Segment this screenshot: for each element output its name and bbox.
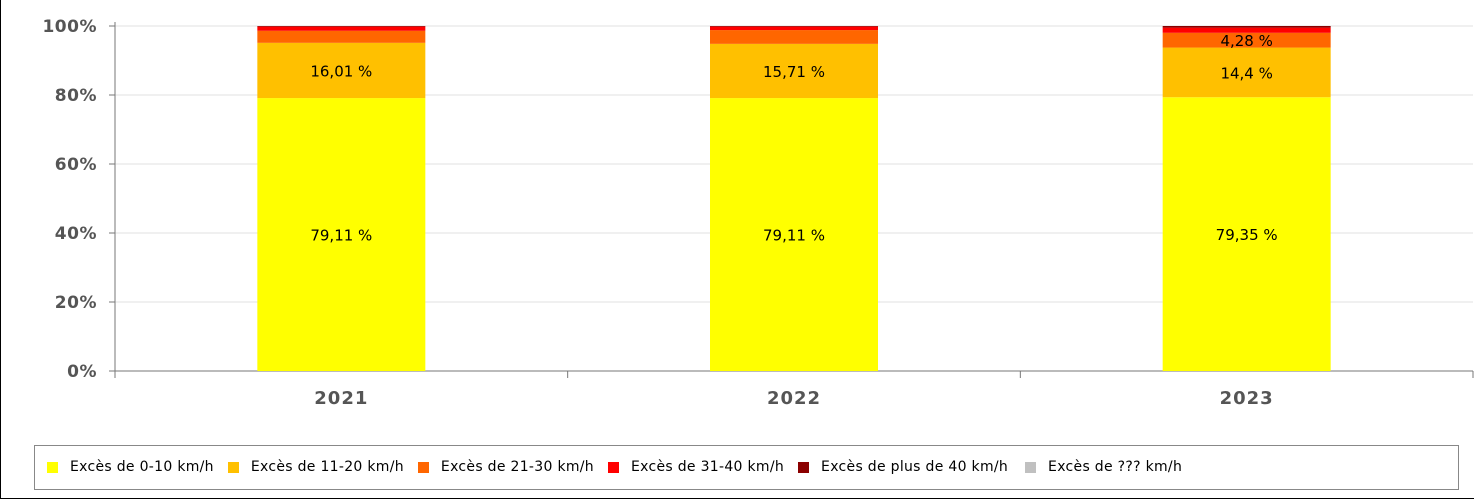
x-tick-label: 2023 <box>1220 388 1274 409</box>
data-label: 14,4 % <box>1220 64 1272 82</box>
bar-segment <box>1162 32 1331 48</box>
data-label: 4,28 % <box>1220 32 1272 50</box>
data-label: 15,71 % <box>763 63 825 81</box>
bar-segment <box>1162 26 1331 28</box>
legend-swatch <box>417 462 429 473</box>
y-tick-label: 40% <box>55 224 97 244</box>
x-tick-label: 2021 <box>314 388 368 409</box>
data-label: 16,01 % <box>310 62 372 80</box>
chart-legend: Excès de 0-10 km/h Excès de 11-20 km/h E… <box>34 445 1459 490</box>
x-tick-label: 2022 <box>767 388 821 409</box>
legend-label: Excès de 31-40 km/h <box>630 459 785 475</box>
bar-segment <box>710 43 878 99</box>
legend-item-unknown[interactable]: Excès de ??? km/h <box>1025 460 1182 475</box>
legend-item-21-30[interactable]: Excès de 21-30 km/h <box>417 459 594 475</box>
legend-label: Excès de 21-30 km/h <box>440 459 594 475</box>
bar-segment <box>710 30 878 44</box>
legend-swatch <box>798 462 810 473</box>
y-tick-label: 0% <box>67 362 97 382</box>
bar-segment <box>710 26 878 27</box>
bar-segment <box>257 26 426 31</box>
legend-swatch <box>607 462 619 473</box>
legend-item-11-20[interactable]: Excès de 11-20 km/h <box>227 459 404 475</box>
bar-segment <box>710 98 878 372</box>
legend-swatch <box>1025 462 1037 473</box>
legend-label: Excès de 0-10 km/h <box>70 459 214 475</box>
legend-item-plus-40[interactable]: Excès de plus de 40 km/h <box>798 460 1011 475</box>
bar-segment <box>1162 47 1331 98</box>
bar-segment <box>257 42 426 99</box>
bar-segment <box>1162 97 1331 372</box>
y-tick-label: 60% <box>55 155 97 175</box>
legend-swatch <box>47 462 58 473</box>
bar-segment <box>710 26 878 31</box>
legend-label: Excès de plus de 40 km/h <box>821 459 1009 475</box>
legend-label: Excès de ??? km/h <box>1048 459 1183 475</box>
data-label: 79,11 % <box>763 227 825 245</box>
legend-item-31-40[interactable]: Excès de 31-40 km/h <box>607 459 785 475</box>
legend-item-0-10[interactable]: Excès de 0-10 km/h <box>47 460 214 475</box>
bar-segment <box>1162 27 1331 33</box>
bar-segment <box>257 98 426 372</box>
bar-segment <box>257 26 426 27</box>
bar-segment <box>257 30 426 43</box>
y-tick-label: 20% <box>55 293 97 313</box>
legend-label: Excès de 11-20 km/h <box>250 459 404 475</box>
y-tick-label: 80% <box>55 86 97 106</box>
data-label: 79,11 % <box>310 227 372 245</box>
legend-swatch <box>227 462 239 473</box>
data-label: 79,35 % <box>1216 226 1278 244</box>
y-tick-label: 100% <box>42 17 97 37</box>
